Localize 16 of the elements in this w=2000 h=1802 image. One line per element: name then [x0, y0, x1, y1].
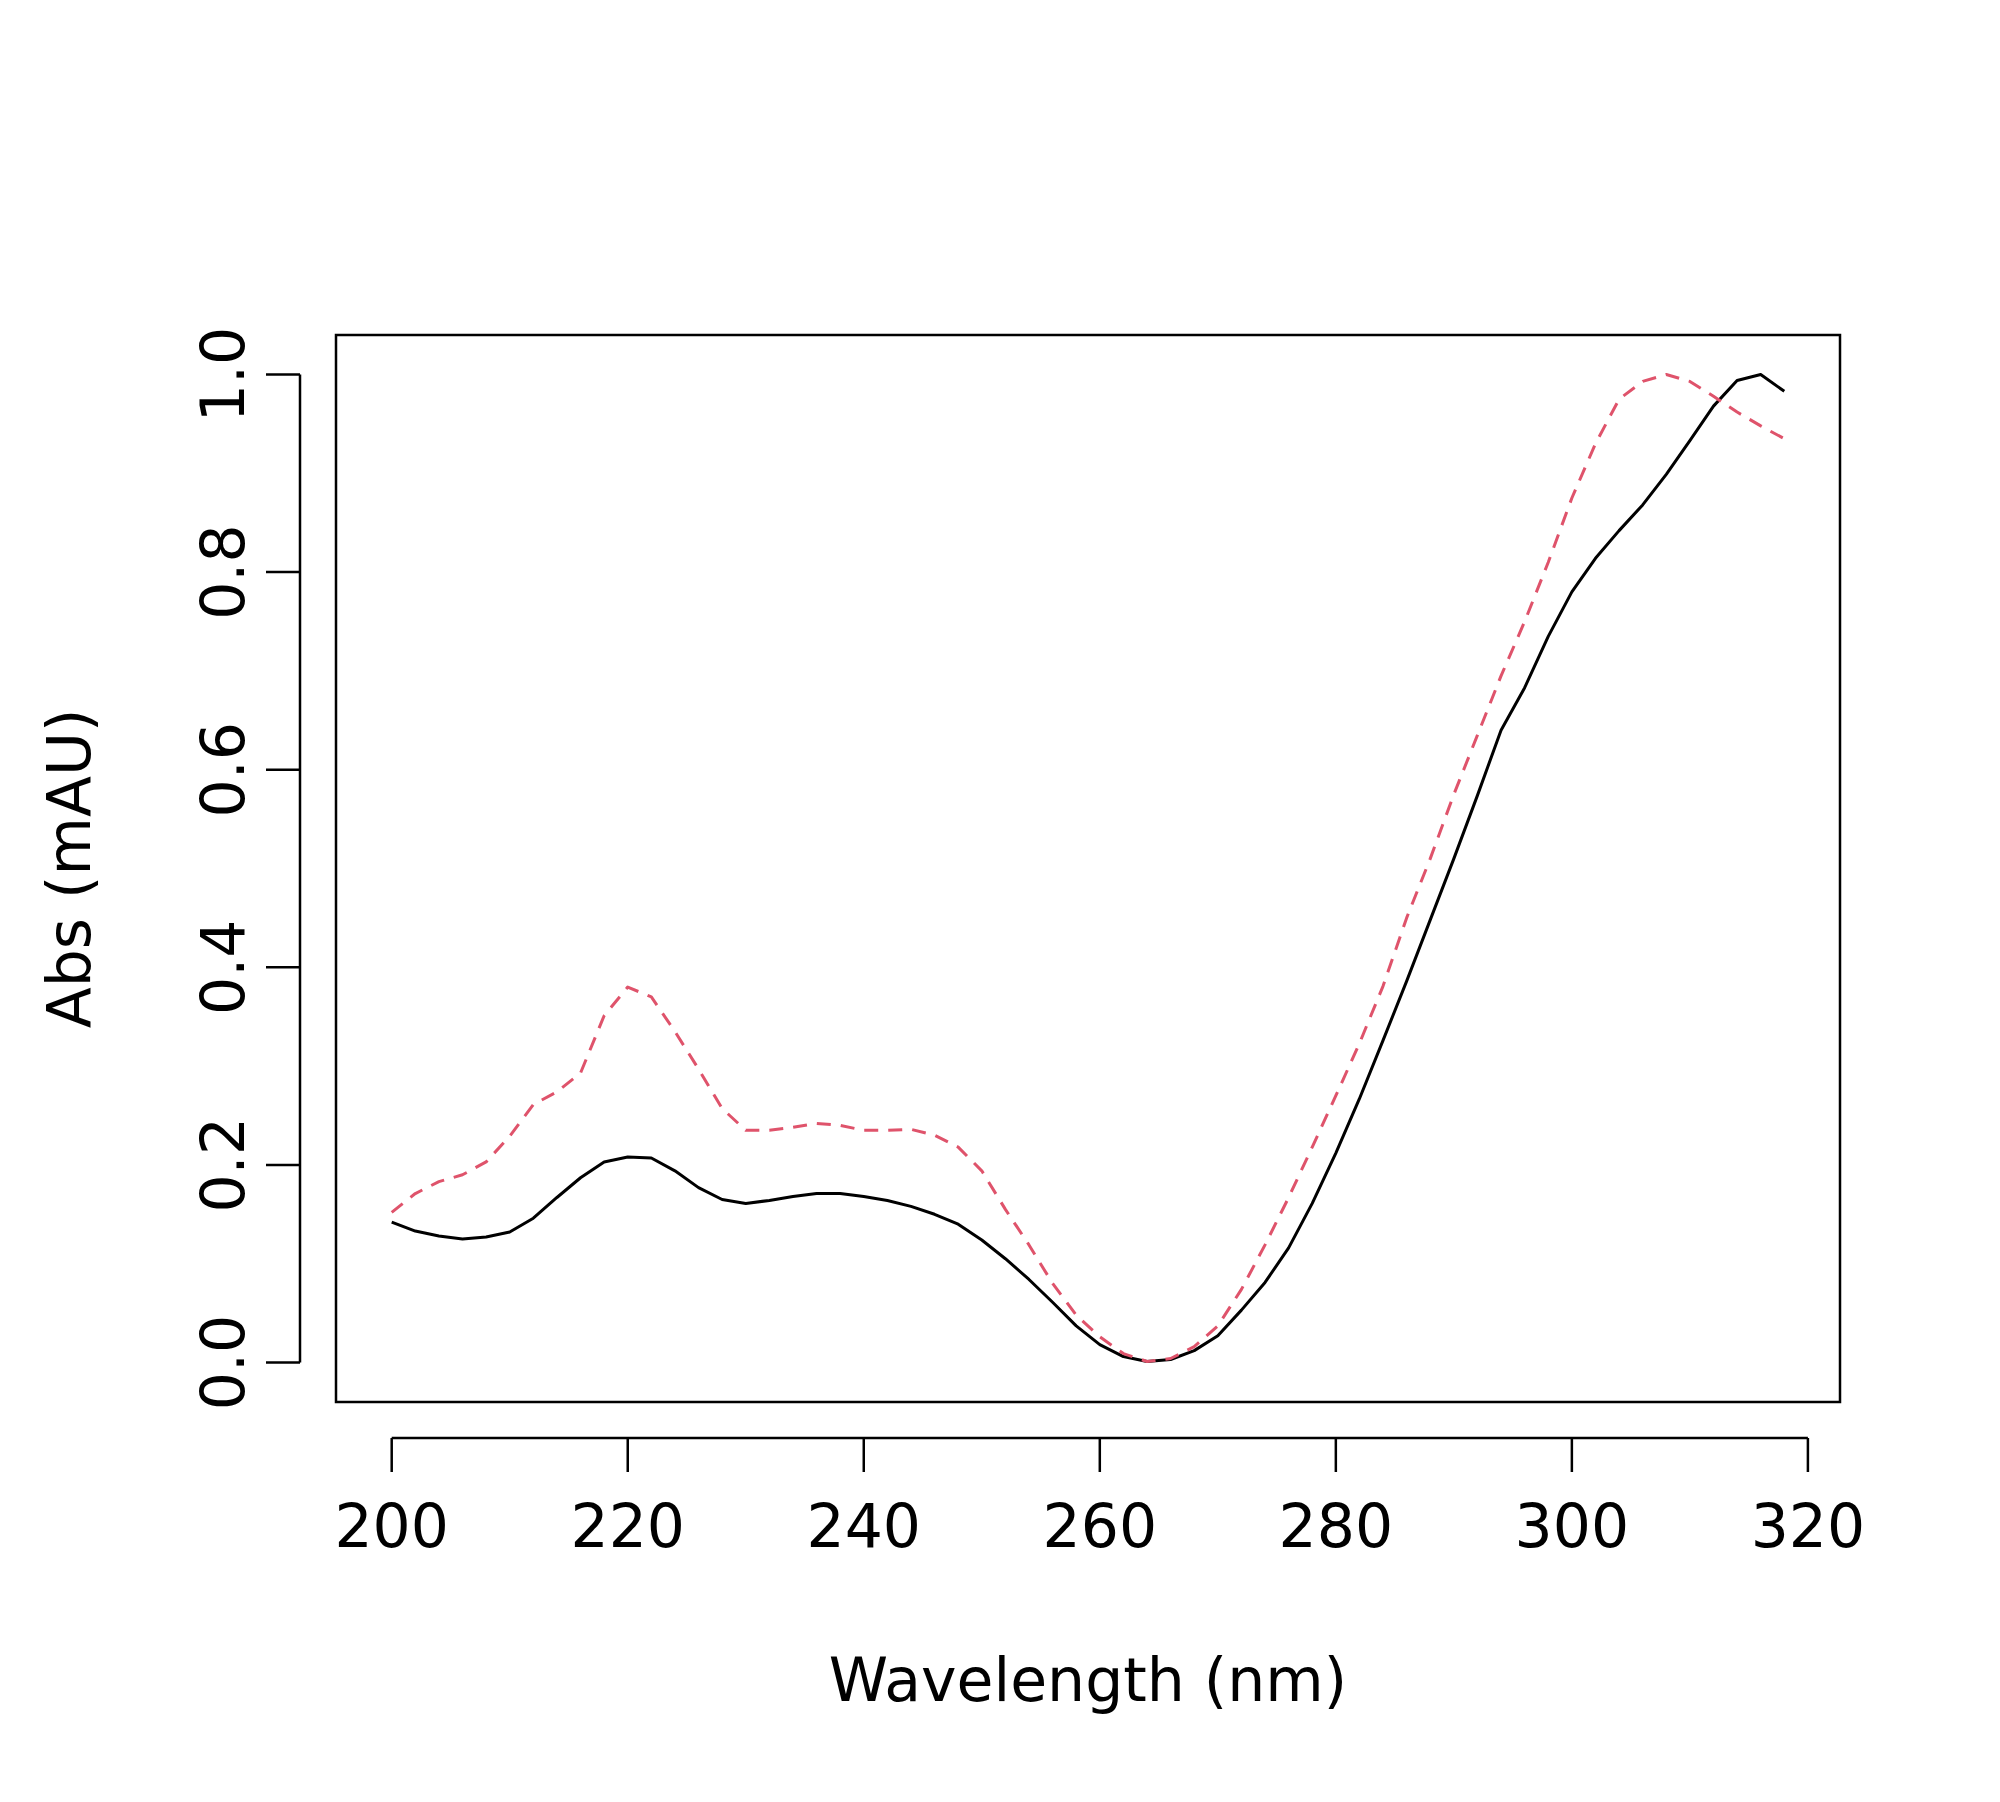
x-tick-label: 320 [1750, 1491, 1866, 1561]
y-tick-label: 0.0 [188, 1314, 258, 1411]
x-tick-label: 260 [1042, 1491, 1158, 1561]
y-tick-label: 0.2 [188, 1117, 258, 1213]
y-tick-label: 0.8 [188, 524, 258, 620]
x-tick-label: 300 [1514, 1491, 1630, 1561]
x-tick-label: 240 [806, 1491, 922, 1561]
x-tick-label: 220 [570, 1491, 685, 1561]
y-tick-label: 1.0 [188, 326, 258, 423]
x-axis-title: Wavelength (nm) [828, 1645, 1348, 1715]
x-tick-label: 280 [1278, 1491, 1394, 1561]
x-tick-label: 200 [334, 1491, 449, 1561]
y-axis-title: Abs (mAU) [34, 708, 104, 1029]
y-tick-label: 0.4 [188, 919, 258, 1016]
y-tick-label: 0.6 [188, 721, 258, 818]
line-series [390, 373, 1786, 1363]
